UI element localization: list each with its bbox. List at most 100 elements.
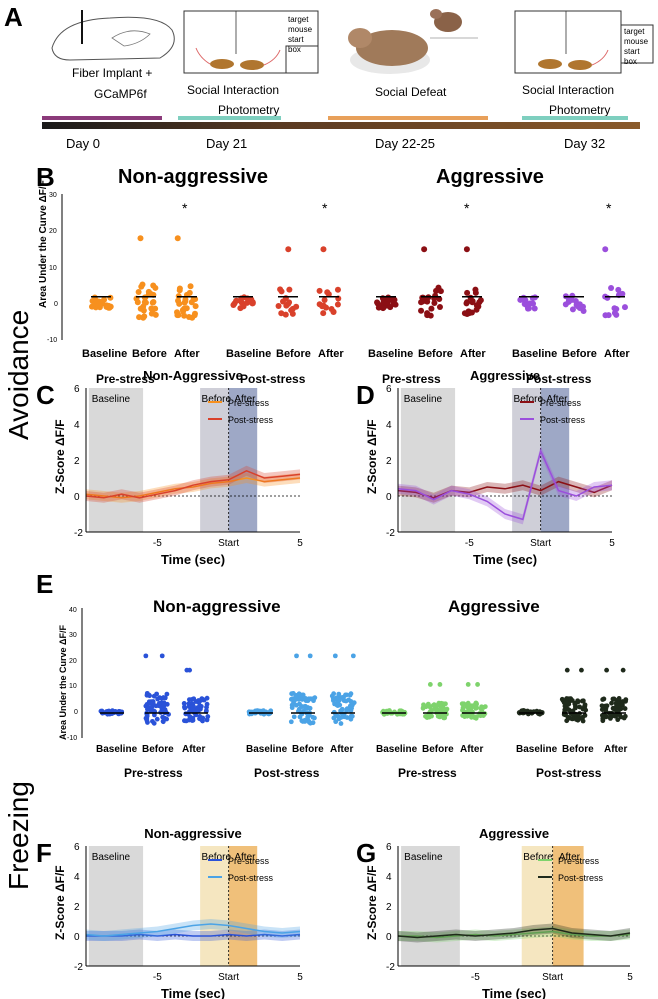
- data-point: [531, 305, 538, 312]
- data-point: [613, 311, 620, 318]
- ytick: 0: [74, 932, 80, 943]
- x-label: Time (sec): [161, 552, 225, 567]
- significance-star: *: [606, 200, 612, 216]
- data-point: [182, 704, 187, 710]
- data-point: [330, 696, 336, 702]
- box-label: target: [288, 15, 309, 24]
- legend-label: Pre-stress: [540, 398, 582, 408]
- ytick: 0: [386, 492, 392, 503]
- data-point: [615, 703, 621, 708]
- data-point: [305, 714, 311, 720]
- xtick: -5: [471, 972, 480, 983]
- data-point: [296, 691, 302, 697]
- series-line: [85, 923, 301, 937]
- group-label: Pre-stress: [96, 372, 155, 386]
- data-point: [324, 289, 331, 296]
- timeline-bar-si2: [522, 116, 628, 120]
- x-label: Time (sec): [161, 986, 225, 999]
- panel-b-title-2: Aggressive: [436, 166, 544, 188]
- data-point: [286, 299, 293, 306]
- data-point: [140, 307, 147, 314]
- data-point: [580, 698, 586, 704]
- data-point: [338, 715, 344, 720]
- timeline-bar-defeat: [328, 116, 488, 120]
- panel-b-ylabel: Area Under the Curve ΔF/F: [38, 180, 49, 308]
- data-point: [192, 303, 199, 310]
- data-point: [261, 709, 267, 715]
- data-point: [385, 296, 392, 303]
- data-point: [307, 653, 313, 659]
- data-point: [374, 299, 381, 306]
- data-point: [289, 705, 295, 711]
- chart-title: Non-Aggressive: [143, 368, 243, 383]
- legend-label: Pre-stress: [228, 856, 270, 866]
- ytick: -2: [74, 528, 83, 539]
- data-point: [180, 308, 187, 315]
- data-point: [622, 706, 628, 711]
- group-label: Post-stress: [254, 766, 320, 780]
- data-point: [96, 298, 103, 305]
- legend-label: Pre-stress: [558, 856, 600, 866]
- ytick: -2: [74, 962, 83, 973]
- data-point: [343, 698, 349, 704]
- data-point: [156, 700, 162, 706]
- cat-label: After: [460, 348, 486, 360]
- data-point: [436, 303, 443, 310]
- panel-label-g: G: [356, 838, 376, 868]
- timeline-axis: [42, 122, 640, 129]
- data-point: [288, 696, 294, 702]
- region-label: Before: [202, 852, 232, 863]
- data-point: [138, 283, 145, 290]
- series-band: [86, 919, 300, 941]
- data-point: [380, 305, 387, 312]
- timeline-step4: Social Interaction: [522, 83, 614, 97]
- data-point: [530, 709, 536, 715]
- cat-label: Baseline: [246, 744, 288, 755]
- ytick: 0: [386, 932, 392, 943]
- data-point: [602, 312, 609, 319]
- data-point: [249, 300, 256, 307]
- data-point: [474, 705, 480, 711]
- y-label: Z-Score ΔF/F: [53, 419, 67, 494]
- region-label: Before: [523, 852, 553, 863]
- region-label: Before: [514, 394, 544, 405]
- ytick: -2: [386, 962, 395, 973]
- ytick: 4: [74, 872, 80, 883]
- data-point: [424, 312, 431, 319]
- data-point: [459, 701, 465, 707]
- data-point: [293, 702, 299, 708]
- data-point: [602, 246, 609, 253]
- significance-star: *: [182, 200, 188, 216]
- data-point: [463, 246, 470, 253]
- xtick: 5: [627, 972, 633, 983]
- data-point: [159, 653, 165, 659]
- data-point: [155, 696, 161, 702]
- data-point: [199, 715, 205, 721]
- data-point: [564, 667, 570, 673]
- data-point: [615, 717, 621, 723]
- timeline-step2: Social Interaction: [187, 83, 279, 97]
- data-point: [569, 698, 575, 703]
- cat-label: Before: [422, 744, 454, 755]
- series-line: [397, 927, 631, 939]
- box-label: box: [288, 45, 301, 54]
- data-point: [347, 692, 353, 698]
- cat-label: Baseline: [376, 744, 418, 755]
- data-point: [182, 718, 187, 724]
- timeline-step2b: Photometry: [218, 103, 279, 117]
- data-point: [530, 300, 537, 307]
- social-defeat-icon: [348, 9, 478, 74]
- data-point: [289, 310, 296, 317]
- data-point: [303, 696, 308, 701]
- data-point: [601, 696, 607, 702]
- box-label: box: [624, 57, 637, 66]
- ytick: 4: [74, 420, 80, 431]
- data-point: [151, 720, 157, 726]
- data-point: [154, 716, 160, 722]
- significance-star: *: [464, 200, 470, 216]
- cat-label: After: [174, 348, 200, 360]
- mouse-icon: [210, 59, 234, 69]
- data-point: [607, 716, 613, 721]
- data-point: [604, 667, 610, 673]
